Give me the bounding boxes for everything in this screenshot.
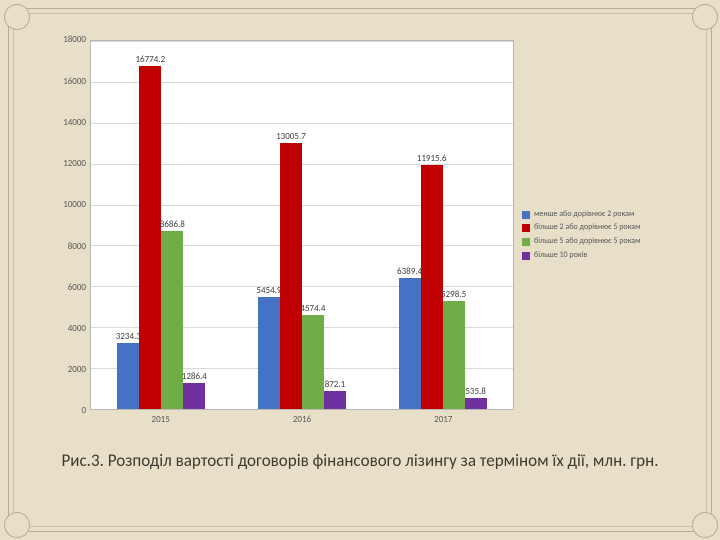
legend-label: менше або дорівнює 2 рокам — [534, 210, 634, 220]
y-axis: 0200040006000800010000120001400016000180… — [50, 40, 90, 410]
legend-swatch — [522, 211, 530, 219]
bar-groups: 3234.316774.28686.81286.45454.913005.745… — [91, 41, 513, 409]
plot-with-axis: 0200040006000800010000120001400016000180… — [50, 40, 514, 430]
y-tick-label: 10000 — [63, 199, 86, 210]
legend-swatch — [522, 252, 530, 260]
bar: 5454.9 — [258, 297, 280, 409]
bar: 13005.7 — [280, 143, 302, 409]
bar: 3234.3 — [117, 343, 139, 409]
y-tick-label: 14000 — [63, 117, 86, 128]
decorative-corner — [4, 512, 30, 538]
x-category-label: 2015 — [90, 410, 231, 430]
chart-container: 0200040006000800010000120001400016000180… — [50, 40, 670, 430]
decorative-corner — [4, 4, 30, 30]
bar-group: 5454.913005.74574.4872.1 — [232, 41, 373, 409]
plot-area: 3234.316774.28686.81286.45454.913005.745… — [90, 40, 514, 410]
legend-item: більше 10 років — [522, 251, 670, 261]
y-tick-label: 12000 — [63, 158, 86, 169]
bar-value-label: 4574.4 — [300, 303, 325, 314]
bar-value-label: 16774.2 — [135, 54, 165, 65]
figure-caption: Рис.3. Розподіл вартості договорів фінан… — [60, 450, 660, 472]
y-tick-label: 2000 — [68, 364, 86, 375]
legend-swatch — [522, 238, 530, 246]
y-tick-label: 8000 — [68, 241, 86, 252]
x-category-label: 2017 — [373, 410, 514, 430]
legend-item: більше 5 або дорівнює 5 рокам — [522, 237, 670, 247]
bar-group: 3234.316774.28686.81286.4 — [91, 41, 232, 409]
bar-value-label: 5454.9 — [256, 285, 281, 296]
legend: менше або дорівнює 2 рокам більше 2 або д… — [514, 40, 670, 430]
bar: 4574.4 — [302, 315, 324, 409]
bar: 1286.4 — [183, 383, 205, 409]
bar-value-label: 8686.8 — [160, 219, 185, 230]
bar: 5298.5 — [443, 301, 465, 409]
bar-value-label: 3234.3 — [116, 331, 141, 342]
bar-value-label: 6389.4 — [397, 266, 422, 277]
bar-group: 6389.411915.65298.5535.8 — [372, 41, 513, 409]
bar-value-label: 13005.7 — [276, 131, 306, 142]
decorative-corner — [692, 512, 718, 538]
bar-value-label: 11915.6 — [417, 153, 447, 164]
y-tick-label: 6000 — [68, 282, 86, 293]
bar-value-label: 872.1 — [325, 379, 346, 390]
legend-item: більше 2 або дорівнює 5 рокам — [522, 223, 670, 233]
y-tick-label: 18000 — [63, 34, 86, 45]
y-tick-label: 16000 — [63, 76, 86, 87]
x-category-label: 2016 — [231, 410, 372, 430]
bar: 16774.2 — [139, 66, 161, 409]
bar: 872.1 — [324, 391, 346, 409]
bar: 535.8 — [465, 398, 487, 409]
legend-label: більше 2 або дорівнює 5 рокам — [534, 223, 641, 233]
legend-item: менше або дорівнює 2 рокам — [522, 210, 670, 220]
bar: 8686.8 — [161, 231, 183, 409]
plot-row: 0200040006000800010000120001400016000180… — [50, 40, 514, 410]
bar-value-label: 535.8 — [465, 386, 486, 397]
legend-swatch — [522, 224, 530, 232]
bar: 11915.6 — [421, 165, 443, 409]
bar-value-label: 5298.5 — [441, 289, 466, 300]
y-tick-label: 0 — [81, 405, 86, 416]
legend-label: більше 5 або дорівнює 5 рокам — [534, 237, 641, 247]
x-axis: 201520162017 — [50, 410, 514, 430]
decorative-corner — [692, 4, 718, 30]
bar: 6389.4 — [399, 278, 421, 409]
page-root: 0 2000 4000 6000 8000 10000 12000 14000 16000 180… — [0, 0, 720, 540]
legend-label: більше 10 років — [534, 251, 587, 261]
bar-value-label: 1286.4 — [182, 371, 207, 382]
y-tick-label: 4000 — [68, 323, 86, 334]
